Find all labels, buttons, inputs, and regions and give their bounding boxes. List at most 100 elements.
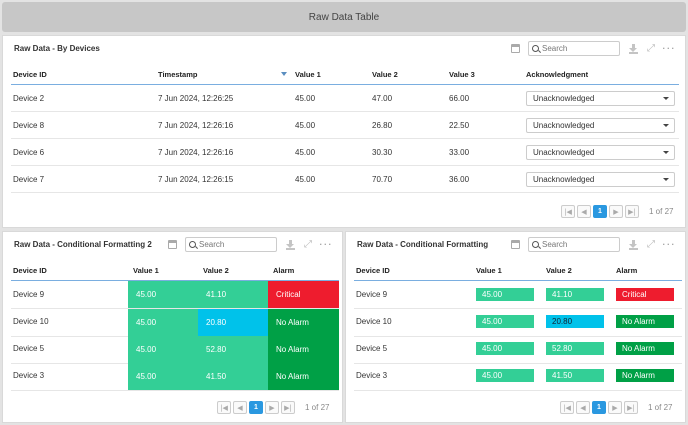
page-button[interactable]: 1 [593, 205, 607, 218]
value-2-cell: 41.10 [198, 281, 268, 308]
acknowledgment-select[interactable]: Unacknowledged [526, 91, 675, 106]
page-button[interactable]: 1 [249, 401, 263, 414]
value-1-cell: 45.00 [476, 315, 534, 328]
value-2-cell: 70.70 [372, 175, 393, 184]
device-id-cell: Device 5 [356, 344, 388, 353]
alarm-cell: No Alarm [268, 309, 339, 336]
alarm-cell: No Alarm [616, 315, 674, 328]
column-header-alarm[interactable]: Alarm [616, 266, 638, 275]
next-page-button[interactable]: ▶ [608, 401, 622, 414]
page-count: 1 of 27 [649, 207, 674, 216]
page-button[interactable]: 1 [592, 401, 606, 414]
download-icon[interactable] [629, 43, 638, 54]
calendar-icon[interactable] [168, 240, 177, 249]
next-page-button[interactable]: ▶ [609, 205, 623, 218]
calendar-icon[interactable] [511, 240, 520, 249]
panel-title: Raw Data - Conditional Formatting [357, 240, 489, 249]
value-3-cell: 33.00 [449, 148, 470, 157]
more-options-icon[interactable]: ··· [662, 42, 676, 55]
column-header-value-3[interactable]: Value 3 [449, 70, 475, 79]
row-divider [354, 390, 682, 391]
value-2-cell: 41.10 [546, 288, 604, 301]
more-options-icon[interactable]: ··· [662, 238, 676, 251]
next-page-button[interactable]: ▶ [265, 401, 279, 414]
search-icon [532, 45, 539, 52]
column-header-value-2[interactable]: Value 2 [546, 266, 572, 275]
column-header-alarm[interactable]: Alarm [273, 266, 295, 275]
calendar-icon[interactable] [511, 44, 520, 53]
fullscreen-icon[interactable]: ⤢ [647, 238, 655, 250]
acknowledgment-select[interactable]: Unacknowledged [526, 118, 675, 133]
row-divider [11, 165, 679, 166]
search-box[interactable] [185, 237, 277, 252]
column-header-value-2[interactable]: Value 2 [372, 70, 398, 79]
value-2-cell: 30.30 [372, 148, 393, 157]
dashboard-header: Raw Data Table [2, 2, 686, 32]
value-2-cell: 47.00 [372, 94, 393, 103]
last-page-button[interactable]: ▶| [281, 401, 295, 414]
fullscreen-icon[interactable]: ⤢ [304, 238, 312, 250]
column-header-value-1[interactable]: Value 1 [476, 266, 502, 275]
first-page-button[interactable]: |◀ [561, 205, 575, 218]
device-id-cell: Device 6 [13, 148, 45, 157]
download-icon[interactable] [629, 239, 638, 250]
pagination: |◀ ◀ 1 ▶ ▶| 1 of 27 [560, 401, 672, 414]
value-1-cell: 45.00 [295, 94, 316, 103]
fullscreen-icon[interactable]: ⤢ [647, 42, 655, 54]
acknowledgment-select[interactable]: Unacknowledged [526, 172, 675, 187]
search-input[interactable] [199, 240, 269, 249]
last-page-button[interactable]: ▶| [625, 205, 639, 218]
value-1-cell: 45.00 [476, 342, 534, 355]
value-3-cell: 66.00 [449, 94, 470, 103]
value-1-cell: 45.00 [295, 175, 316, 184]
column-header-value-1[interactable]: Value 1 [133, 266, 159, 275]
column-header-value-2[interactable]: Value 2 [203, 266, 229, 275]
value-1-cell: 45.00 [128, 281, 198, 308]
alarm-cell: No Alarm [268, 336, 339, 363]
select-value: Unacknowledged [533, 94, 595, 103]
last-page-button[interactable]: ▶| [624, 401, 638, 414]
device-id-cell: Device 10 [356, 317, 392, 326]
timestamp-cell: 7 Jun 2024, 12:26:16 [158, 121, 234, 130]
header-divider [11, 84, 679, 85]
page-count: 1 of 27 [305, 403, 330, 412]
chevron-down-icon [663, 151, 669, 154]
search-box[interactable] [528, 237, 620, 252]
column-header-device-id[interactable]: Device ID [356, 266, 390, 275]
first-page-button[interactable]: |◀ [560, 401, 574, 414]
search-box[interactable] [528, 41, 620, 56]
column-header-acknowledgment[interactable]: Acknowledgment [526, 70, 589, 79]
value-2-cell: 52.80 [198, 336, 268, 363]
header-divider [11, 280, 339, 281]
value-1-cell: 45.00 [295, 148, 316, 157]
sort-desc-icon[interactable] [281, 72, 287, 76]
row-divider [11, 390, 339, 391]
prev-page-button[interactable]: ◀ [576, 401, 590, 414]
column-header-timestamp[interactable]: Timestamp [158, 70, 198, 79]
select-value: Unacknowledged [533, 148, 595, 157]
prev-page-button[interactable]: ◀ [577, 205, 591, 218]
panel-title: Raw Data - Conditional Formatting 2 [14, 240, 152, 249]
value-3-cell: 22.50 [449, 121, 470, 130]
value-2-cell: 41.50 [198, 363, 268, 390]
value-1-cell: 45.00 [128, 336, 198, 363]
header-divider [354, 280, 682, 281]
value-3-cell: 36.00 [449, 175, 470, 184]
acknowledgment-select[interactable]: Unacknowledged [526, 145, 675, 160]
device-id-cell: Device 8 [13, 121, 45, 130]
prev-page-button[interactable]: ◀ [233, 401, 247, 414]
device-id-cell: Device 9 [13, 290, 45, 299]
download-icon[interactable] [286, 239, 295, 250]
column-header-value-1[interactable]: Value 1 [295, 70, 321, 79]
first-page-button[interactable]: |◀ [217, 401, 231, 414]
more-options-icon[interactable]: ··· [319, 238, 333, 251]
column-header-device-id[interactable]: Device ID [13, 70, 47, 79]
select-value: Unacknowledged [533, 175, 595, 184]
search-input[interactable] [542, 44, 612, 53]
pagination: |◀ ◀ 1 ▶ ▶| 1 of 27 [217, 401, 329, 414]
row-divider [11, 138, 679, 139]
search-input[interactable] [542, 240, 612, 249]
column-header-device-id[interactable]: Device ID [13, 266, 47, 275]
value-1-cell: 45.00 [295, 121, 316, 130]
chevron-down-icon [663, 178, 669, 181]
